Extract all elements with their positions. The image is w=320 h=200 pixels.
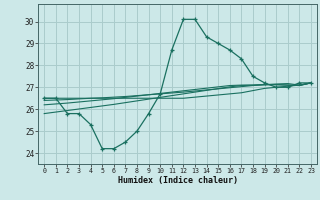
X-axis label: Humidex (Indice chaleur): Humidex (Indice chaleur) <box>118 176 238 185</box>
